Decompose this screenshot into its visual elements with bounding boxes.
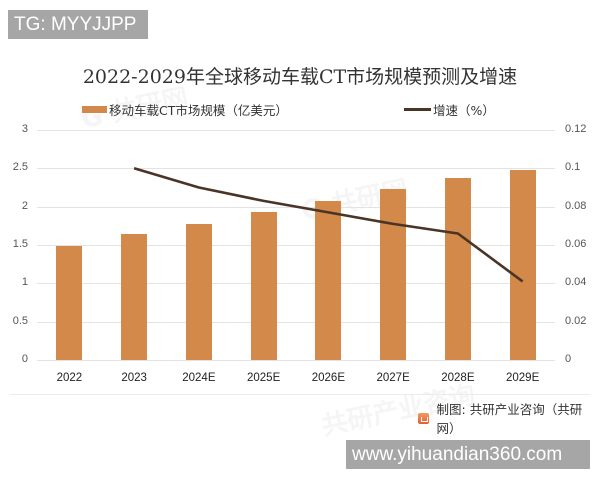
bar-2026e	[315, 201, 342, 360]
x-axis-label: 2022	[56, 372, 83, 384]
watermark-badge-bottom: www.yihuandian360.com	[346, 440, 590, 469]
x-axis-label: 2024E	[182, 372, 216, 384]
y-axis-left-tick: 0	[21, 353, 28, 365]
legend-bar-swatch	[82, 106, 107, 113]
gridline	[37, 245, 555, 246]
gridline	[37, 321, 555, 323]
x-axis-label: 2025E	[246, 372, 281, 384]
y-axis-right-tick: 0	[565, 353, 572, 365]
x-axis-label: 2023	[121, 372, 147, 384]
legend-line-label: 增速（%）	[433, 103, 495, 118]
watermark-badge-top: TG: MYYJJPP	[8, 10, 148, 39]
y-axis-right-tick: 0.06	[565, 238, 587, 250]
bar-2027e	[380, 189, 407, 360]
y-axis-right-tick: 0.04	[565, 276, 587, 289]
x-axis-label: 2028E	[441, 372, 475, 384]
y-axis-left-tick: 0.5	[12, 314, 28, 327]
bar-2029e	[509, 169, 536, 360]
growth-rate-line	[133, 167, 524, 283]
bar-2028e	[444, 178, 471, 360]
y-axis-right-tick: 0.02	[565, 314, 587, 327]
y-axis-right-tick: 0.08	[565, 199, 587, 212]
y-axis-left-tick: 2	[21, 199, 28, 212]
source-logo-icon	[418, 412, 429, 424]
y-axis-left-tick: 1	[21, 276, 28, 289]
y-axis-right-tick: 0.1	[565, 161, 581, 174]
bar-2025e	[250, 212, 277, 360]
y-axis-left-tick: 3	[21, 123, 28, 135]
y-axis-left-tick: 2.5	[12, 161, 28, 174]
chart-title: 2022-2029年全球移动车载CT市场规模预测及增速	[82, 66, 518, 88]
bar-2023	[121, 234, 148, 360]
bar-2022	[56, 245, 83, 360]
gridline	[37, 168, 555, 170]
gridline	[37, 283, 555, 285]
bar-2024e	[185, 223, 212, 360]
x-axis-label: 2027E	[376, 372, 410, 384]
source-credit: 制图: 共研产业咨询（共研网）	[418, 399, 600, 437]
x-axis-label: 2026E	[311, 372, 345, 384]
legend-bar-label: 移动车载CT市场规模（亿美元）	[109, 103, 288, 118]
y-axis-left-tick: 1.5	[12, 238, 28, 250]
gridline	[37, 360, 555, 361]
source-text: 制图: 共研产业咨询（共研网）	[436, 402, 583, 436]
legend-item-growth: 增速（%）	[404, 100, 495, 119]
gridline	[37, 130, 555, 131]
y-axis-right-tick: 0.12	[565, 123, 587, 135]
legend-item-market-size: 移动车载CT市场规模（亿美元）	[82, 100, 288, 119]
axis-separator	[10, 394, 590, 395]
legend-line-swatch	[404, 108, 431, 111]
x-axis-label: 2029E	[505, 372, 540, 384]
